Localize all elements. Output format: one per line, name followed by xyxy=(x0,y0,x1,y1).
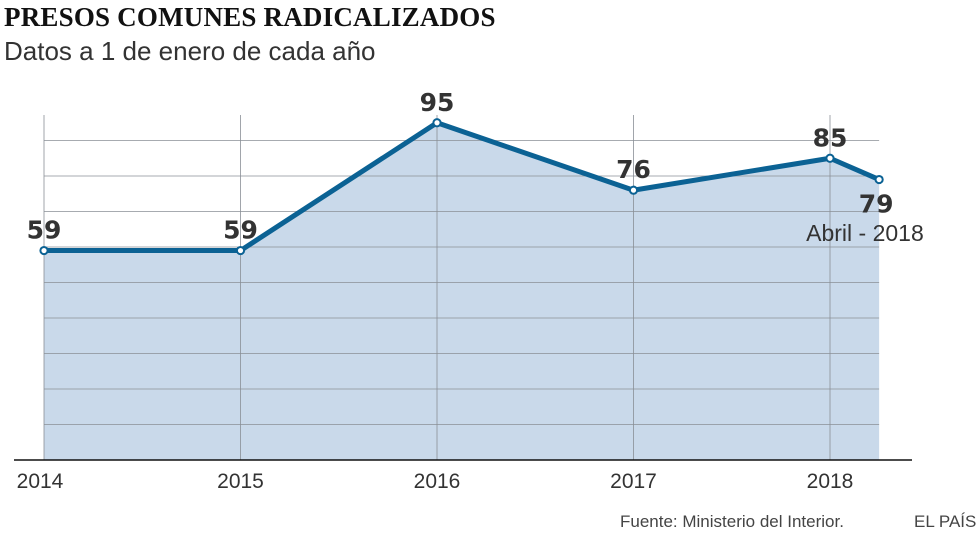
data-label: 79 xyxy=(859,190,894,219)
x-tick-label: 2018 xyxy=(807,470,854,493)
data-point xyxy=(432,118,442,128)
brand-label: EL PAÍS xyxy=(914,512,977,531)
data-label: 95 xyxy=(420,88,455,117)
data-point xyxy=(825,153,835,163)
data-label: 85 xyxy=(813,123,848,152)
source-note: Fuente: Ministerio del Interior. xyxy=(620,512,844,531)
data-label: 59 xyxy=(27,216,62,245)
series-line xyxy=(41,120,882,254)
x-tick-label: 2014 xyxy=(17,470,64,493)
area-fill xyxy=(44,122,880,460)
x-tick-label: 2016 xyxy=(414,470,461,493)
annotation-label: Abril - 2018 xyxy=(806,220,924,246)
x-tick-label: 2015 xyxy=(217,470,264,493)
x-tick-label: 2017 xyxy=(610,470,657,493)
chart-subtitle: Datos a 1 de enero de cada año xyxy=(4,36,376,66)
data-point xyxy=(235,245,246,256)
data-label: 59 xyxy=(223,216,258,245)
data-point xyxy=(39,245,49,256)
data-point xyxy=(874,174,884,185)
chart-title: PRESOS COMUNES RADICALIZADOS xyxy=(4,2,496,32)
data-point xyxy=(628,185,639,195)
data-label: 76 xyxy=(616,155,651,184)
